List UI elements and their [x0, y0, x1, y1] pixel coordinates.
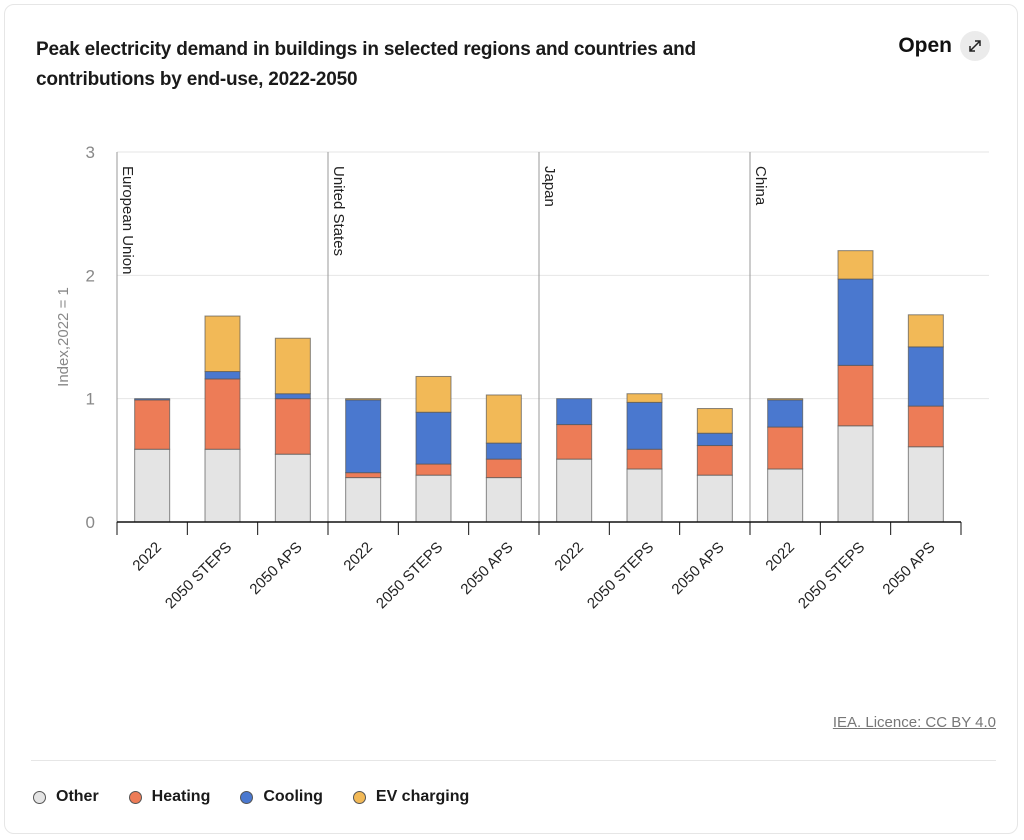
bar-segment-other — [626, 468, 663, 523]
bar-segment-cooling — [767, 399, 804, 428]
x-tick-label: 2022 — [129, 539, 165, 575]
bar-segment-cooling — [485, 442, 522, 460]
y-tick-label: 2 — [86, 266, 95, 285]
legend-item-other[interactable]: Other — [33, 788, 99, 806]
legend-label: Heating — [151, 788, 211, 805]
x-tick-label: 2050 STEPS — [373, 539, 446, 612]
bar-segment-heating — [767, 426, 804, 470]
chart-plot: 0 1 2 3 Index,2022 = 1 European Union United S… — [55, 143, 989, 612]
bar-segment-other — [556, 458, 593, 523]
bar-segment-ev-charging — [485, 394, 522, 444]
bar-segment-cooling — [626, 401, 663, 450]
y-tick-label: 3 — [86, 143, 95, 162]
bar-segment-ev-charging — [345, 398, 382, 401]
bar-segment-heating — [274, 398, 311, 455]
legend-swatch — [33, 790, 46, 804]
bar-segment-other — [837, 425, 874, 523]
legend-label: EV charging — [375, 788, 470, 805]
group-label: China — [752, 166, 769, 206]
bar-segment-cooling — [696, 432, 733, 447]
open-button[interactable]: Open — [898, 31, 990, 61]
bar-segment-ev-charging — [767, 398, 804, 401]
y-tick-label: 0 — [86, 513, 95, 532]
bar-segment-heating — [134, 399, 171, 450]
legend-item-cooling[interactable]: Cooling — [240, 788, 323, 806]
bar-segment-heating — [626, 448, 663, 470]
bar-segment-heating — [837, 364, 874, 427]
x-tick-label: 2050 STEPS — [162, 539, 235, 612]
bar-segment-other — [907, 446, 944, 523]
legend-divider — [31, 760, 996, 761]
legend-item-ev-charging[interactable]: EV charging — [352, 788, 470, 806]
bar-segment-cooling — [134, 398, 171, 401]
bar-segment-other — [485, 477, 522, 523]
x-tick-label: 2050 APS — [246, 539, 305, 598]
legend-label: Other — [56, 788, 99, 805]
bar-segment-ev-charging — [274, 337, 311, 395]
bar-segment-cooling — [907, 346, 944, 407]
bar-segment-other — [415, 474, 452, 523]
x-tick-label: 2022 — [340, 539, 376, 575]
bar-segment-ev-charging — [837, 250, 874, 280]
y-tick-label: 1 — [86, 390, 95, 409]
bar-segment-heating — [907, 405, 944, 448]
legend: Other Heating Cooling EV charging — [33, 788, 469, 806]
bar-segment-heating — [204, 378, 241, 450]
bar-segment-other — [274, 453, 311, 523]
group-label: United States — [330, 166, 347, 256]
bar-segment-cooling — [204, 371, 241, 380]
bar-segment-other — [204, 448, 241, 523]
bar-segment-ev-charging — [204, 315, 241, 373]
bar-segment-other — [345, 477, 382, 523]
bar-segment-heating — [415, 463, 452, 476]
bar-segment-heating — [696, 445, 733, 476]
bar-segment-cooling — [415, 411, 452, 465]
bar-segment-cooling — [556, 398, 593, 426]
bar-segment-cooling — [274, 393, 311, 400]
x-tick-label: 2050 APS — [879, 539, 938, 598]
legend-swatch — [128, 790, 142, 804]
bar-segment-other — [767, 468, 804, 523]
x-tick-label: 2022 — [551, 539, 587, 575]
bar-segment-other — [134, 448, 171, 523]
x-tick-label: 2050 STEPS — [795, 539, 868, 612]
legend-label: Cooling — [263, 788, 323, 805]
x-tick-label: 2022 — [762, 539, 798, 575]
bar-segment-heating — [556, 424, 593, 460]
bar-segment-cooling — [345, 399, 382, 474]
bar-segment-ev-charging — [626, 393, 663, 403]
legend-swatch — [352, 790, 366, 804]
legend-swatch — [240, 790, 254, 804]
bar-segment-cooling — [837, 278, 874, 366]
bar-segment-ev-charging — [415, 375, 452, 413]
y-axis-label: Index,2022 = 1 — [55, 287, 72, 387]
bar-segment-other — [696, 474, 733, 523]
x-tick-label: 2050 STEPS — [584, 539, 657, 612]
bar-segment-ev-charging — [907, 314, 944, 348]
x-tick-label: 2050 APS — [668, 539, 727, 598]
expand-arrows-icon[interactable] — [960, 31, 990, 61]
bar-segment-heating — [345, 472, 382, 479]
x-tick-label: 2050 APS — [457, 539, 516, 598]
group-label: Japan — [541, 166, 558, 207]
legend-item-heating[interactable]: Heating — [128, 788, 211, 806]
chart-title: Peak electricity demand in buildings in … — [36, 39, 696, 90]
bar-segment-ev-charging — [696, 408, 733, 434]
licence-link[interactable]: IEA. Licence: CC BY 4.0 — [832, 714, 996, 731]
bar-segment-heating — [485, 458, 522, 479]
group-label: European Union — [119, 166, 136, 274]
open-label: Open — [898, 34, 952, 57]
